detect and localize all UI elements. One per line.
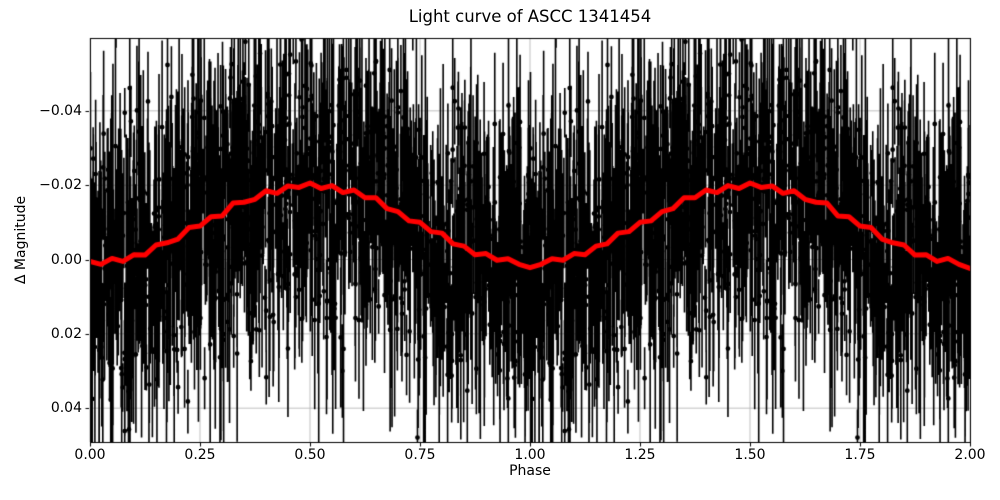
y-tick-label: −0.04 (39, 102, 82, 119)
x-tick-label: 1.50 (734, 447, 766, 463)
x-tick-label: 1.00 (514, 447, 546, 463)
x-tick-label: 0.50 (294, 447, 326, 463)
x-tick-label: 1.25 (624, 447, 656, 463)
y-tick-label: 0.02 (50, 325, 82, 342)
chart-title: Light curve of ASCC 1341454 (408, 7, 652, 26)
x-axis-label: Phase (509, 463, 551, 479)
x-tick-label: 0.75 (404, 447, 436, 463)
y-axis-label: Δ Magnitude (13, 195, 29, 285)
y-tick-label: 0.04 (50, 400, 82, 417)
x-tick-label: 0.00 (74, 447, 106, 463)
x-tick-label: 1.75 (844, 447, 876, 463)
y-tick-label: 0.00 (50, 251, 82, 268)
y-tick-label: −0.02 (39, 177, 82, 194)
x-tick-label: 0.25 (184, 447, 216, 463)
x-tick-label: 2.00 (954, 447, 986, 463)
